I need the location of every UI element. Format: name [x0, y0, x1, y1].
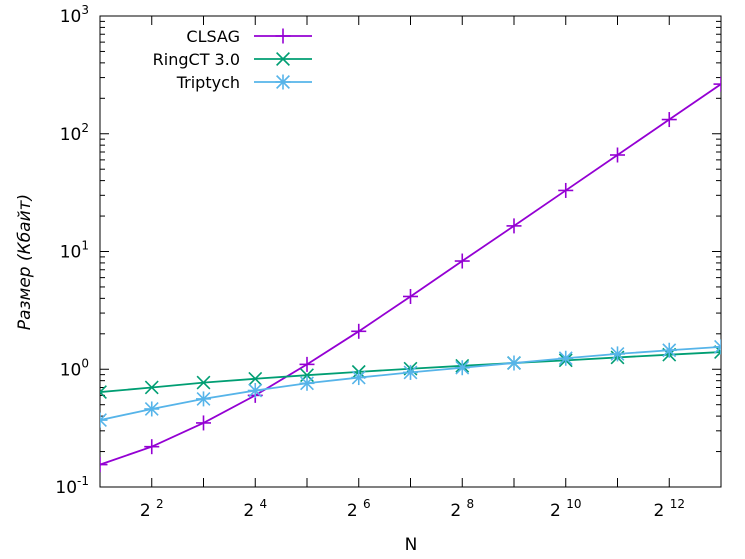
x-tick-label: 2 4 — [243, 497, 267, 521]
data-point — [196, 375, 211, 390]
data-point-stroke — [100, 418, 107, 428]
data-point — [144, 401, 160, 417]
data-point — [299, 375, 315, 391]
data-point-stroke — [248, 371, 263, 386]
data-point — [558, 182, 574, 198]
data-point — [144, 439, 160, 455]
y-tick-label: 100 — [60, 356, 89, 380]
legend-label: Triptych — [176, 73, 240, 92]
data-point-stroke — [714, 345, 721, 354]
legend-marker — [275, 28, 291, 44]
data-point — [100, 457, 108, 473]
y-axis-title: Размер (Кбайт) — [15, 194, 35, 330]
legend-marker-stroke — [276, 75, 290, 89]
data-point-stroke — [610, 346, 625, 361]
data-point-stroke — [100, 413, 107, 422]
y-tick-label: 103 — [60, 3, 89, 27]
data-point — [247, 382, 263, 398]
legend-marker — [275, 74, 291, 90]
x-tick-label: 2 8 — [450, 497, 474, 521]
data-point-stroke — [455, 360, 470, 375]
data-point-stroke — [300, 376, 314, 391]
legend-label: RingCT 3.0 — [153, 50, 240, 69]
data-point — [196, 415, 211, 431]
x-tick-label: 2 6 — [347, 497, 371, 521]
data-point-stroke — [507, 356, 521, 370]
data-point — [558, 350, 574, 366]
data-point-stroke — [662, 343, 677, 358]
data-point-stroke — [144, 402, 159, 416]
data-point — [351, 370, 367, 386]
data-point — [713, 339, 721, 355]
data-point-stroke — [714, 350, 721, 359]
data-point-stroke — [100, 390, 107, 400]
data-point — [403, 364, 418, 380]
data-point — [506, 218, 522, 234]
y-tick-label: 101 — [60, 239, 89, 263]
data-point — [248, 371, 263, 386]
data-point-stroke — [100, 385, 107, 394]
legend-label: CLSAG — [186, 27, 240, 46]
data-point — [661, 342, 677, 358]
x-tick-label: 2 12 — [653, 497, 685, 521]
data-point — [403, 288, 418, 304]
data-point — [610, 346, 625, 362]
series-clsag — [100, 76, 721, 473]
data-point — [454, 360, 470, 376]
data-point — [454, 253, 470, 269]
data-point — [100, 412, 108, 428]
legend-marker-stroke — [276, 52, 290, 66]
x-axis-title: N — [405, 535, 418, 555]
series-triptych — [100, 339, 721, 428]
data-point-stroke — [196, 391, 211, 406]
data-point — [144, 380, 159, 395]
legend-marker — [276, 52, 290, 66]
data-point-stroke — [144, 380, 159, 395]
data-point — [610, 147, 625, 163]
data-point — [100, 385, 107, 400]
data-point-stroke — [403, 365, 418, 380]
data-point-stroke — [196, 375, 211, 390]
data-point — [506, 355, 522, 371]
data-point — [713, 76, 721, 92]
data-point — [196, 391, 211, 407]
legend: CLSAG RingCT 3.0 Triptych — [153, 27, 312, 92]
data-point — [661, 112, 677, 128]
data-point-stroke — [351, 370, 366, 385]
data-point-stroke — [714, 339, 721, 348]
data-point — [299, 356, 315, 372]
data-point-stroke — [558, 351, 573, 366]
plot-area: 10-1 100 101 102 103 2 2 2 4 2 6 2 8 2 10 2 12 CLSA… — [55, 3, 722, 521]
data-point-stroke — [248, 383, 263, 398]
y-tick-label: 10-1 — [55, 474, 89, 498]
y-tick-label: 102 — [60, 121, 89, 145]
x-tick-label: 2 10 — [550, 497, 582, 521]
series-line — [100, 83, 721, 466]
data-point — [351, 323, 367, 339]
x-tick-label: 2 2 — [140, 497, 164, 521]
